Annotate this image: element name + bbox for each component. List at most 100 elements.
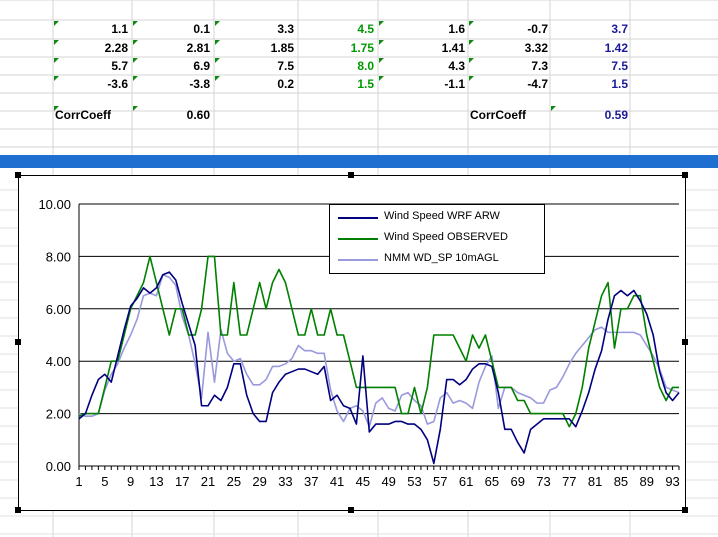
sheet-cell-r2-c2[interactable]: 2.81 [186,41,210,55]
x-tick-label: 93 [665,474,679,489]
cell-error-indicator [54,106,59,111]
resize-handle-left[interactable] [15,339,21,345]
x-tick-label: 29 [252,474,266,489]
sheet-cell-r2-c4[interactable]: 1.75 [350,41,374,55]
resize-handle-top[interactable] [348,172,354,178]
x-tick-label: 1 [75,474,82,489]
x-tick-label: 77 [562,474,576,489]
x-tick-label: 33 [278,474,292,489]
cell-error-indicator [54,40,59,45]
spreadsheet-selection-band [0,155,718,168]
x-tick-label: 9 [127,474,134,489]
legend-label-nmm: NMM WD_SP 10mAGL [384,252,499,264]
cell-error-indicator [379,76,384,81]
corr-right-label[interactable]: CorrCoeff [470,108,526,122]
chart-legend[interactable]: Wind Speed WRF ARW Wind Speed OBSERVED N… [329,204,545,274]
legend-swatch-nmm [338,259,378,261]
sheet-cell-r4-c3[interactable]: 0.2 [277,77,294,91]
x-tick-label: 5 [101,474,108,489]
y-tick-label: 10.00 [38,197,71,212]
resize-handle-top-left[interactable] [15,172,21,178]
y-tick-label: 0.00 [46,459,71,474]
sheet-cell-r2-c5[interactable]: 1.41 [441,41,465,55]
sheet-cell-r1-c5[interactable]: 1.6 [448,22,465,36]
series-line-observed [78,255,679,428]
y-tick-label: 2.00 [46,407,71,422]
resize-handle-bottom-left[interactable] [15,507,21,513]
cell-error-indicator [133,58,138,63]
sheet-cell-r1-c4[interactable]: 4.5 [357,22,374,36]
x-tick-label: 89 [640,474,654,489]
sheet-cell-r3-c3[interactable]: 7.5 [277,59,294,73]
cell-error-indicator [379,21,384,26]
cell-error-indicator [215,76,220,81]
chart-plot: 0.00 2.00 4.00 6.00 8.00 10.00 1 5 9 13 17 21 25 29 33… [38,197,680,489]
sheet-cell-r4-c5[interactable]: -1.1 [444,77,465,91]
x-tick-label: 85 [614,474,628,489]
cell-error-indicator [133,76,138,81]
resize-handle-bottom-right[interactable] [682,507,688,513]
x-tick-label: 81 [588,474,602,489]
sheet-cell-r1-c1[interactable]: 1.1 [111,22,128,36]
sheet-cell-r2-c3[interactable]: 1.85 [270,41,294,55]
x-tick-label: 17 [175,474,189,489]
x-tick-label: 53 [407,474,421,489]
corr-left-value[interactable]: 0.60 [186,108,210,122]
sheet-cell-r2-c7[interactable]: 1.42 [604,41,628,55]
legend-swatch-wrf [338,217,378,219]
resize-handle-right[interactable] [682,339,688,345]
cell-error-indicator [133,21,138,26]
x-tick-label: 57 [433,474,447,489]
x-tick-label: 69 [510,474,524,489]
resize-handle-bottom[interactable] [348,507,354,513]
x-tick-label: 45 [356,474,370,489]
x-tick-label: 65 [485,474,499,489]
x-tick-label: 37 [304,474,318,489]
x-tick-label: 73 [536,474,550,489]
sheet-cell-r4-c7[interactable]: 1.5 [611,77,628,91]
legend-label-observed: Wind Speed OBSERVED [384,231,508,243]
sheet-cell-r2-c1[interactable]: 2.28 [104,41,128,55]
corr-left-label[interactable]: CorrCoeff [55,108,111,122]
sheet-cell-r4-c4[interactable]: 1.5 [357,77,374,91]
sheet-cell-r2-c6[interactable]: 3.32 [524,41,548,55]
x-tick-label: 61 [459,474,473,489]
cell-error-indicator [54,58,59,63]
sheet-cell-r1-c3[interactable]: 3.3 [277,22,294,36]
sheet-cell-r3-c1[interactable]: 5.7 [111,59,128,73]
cell-error-indicator [133,40,138,45]
sheet-cell-r3-c5[interactable]: 4.3 [448,59,465,73]
cell-error-indicator [469,58,474,63]
y-tick-label: 6.00 [46,302,71,317]
cell-error-indicator [379,58,384,63]
cell-error-indicator [133,106,138,111]
sheet-cell-r4-c1[interactable]: -3.6 [107,77,128,91]
cell-error-indicator [54,21,59,26]
resize-handle-top-right[interactable] [682,172,688,178]
cell-error-indicator [379,40,384,45]
cell-error-indicator [469,40,474,45]
x-tick-label: 21 [201,474,215,489]
sheet-cell-r3-c4[interactable]: 8.0 [357,59,374,73]
legend-label-wrf: Wind Speed WRF ARW [384,210,500,222]
sheet-cell-r3-c2[interactable]: 6.9 [193,59,210,73]
series-line-nmm [78,273,680,428]
cell-error-indicator [215,40,220,45]
y-tick-label: 8.00 [46,249,71,264]
sheet-cell-r3-c7[interactable]: 7.5 [611,59,628,73]
sheet-cell-r1-c7[interactable]: 3.7 [611,22,628,36]
chart-area[interactable]: 0.00 2.00 4.00 6.00 8.00 10.00 1 5 9 13 17 21 25 29 33… [18,175,686,511]
sheet-cell-r1-c2[interactable]: 0.1 [193,22,210,36]
cell-error-indicator [551,106,556,111]
sheet-cell-r4-c6[interactable]: -4.7 [527,77,548,91]
cell-error-indicator [215,21,220,26]
cell-error-indicator [469,76,474,81]
series-line-wrf [78,271,680,465]
x-tick-label: 25 [227,474,241,489]
cell-error-indicator [469,21,474,26]
sheet-cell-r3-c6[interactable]: 7.3 [531,59,548,73]
sheet-cell-r1-c6[interactable]: -0.7 [527,22,548,36]
corr-right-value[interactable]: 0.59 [604,108,628,122]
sheet-cell-r4-c2[interactable]: -3.8 [189,77,210,91]
x-tick-label: 49 [381,474,395,489]
